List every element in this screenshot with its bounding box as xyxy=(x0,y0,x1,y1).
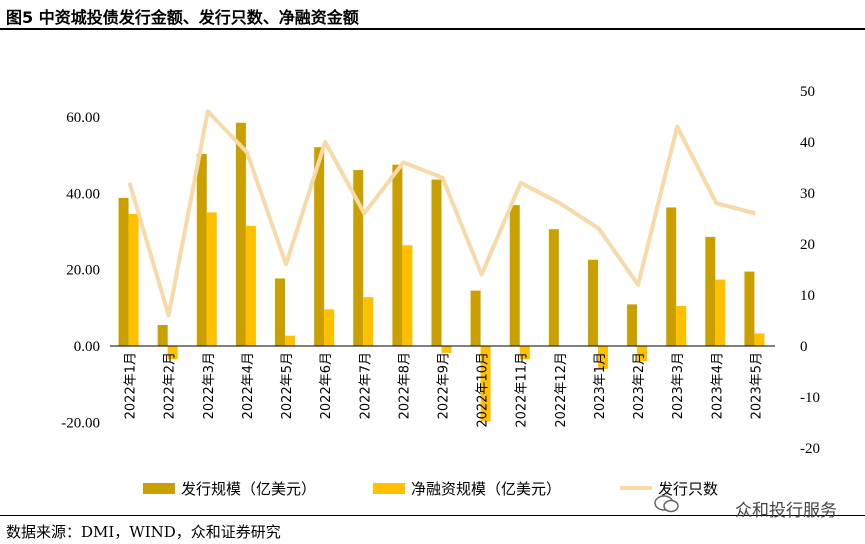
category-label: 2022年9月 xyxy=(437,352,452,419)
issuance-bar xyxy=(587,259,598,346)
right-tick-label: 30 xyxy=(800,186,815,202)
category-label: 2022年3月 xyxy=(202,352,217,419)
issuance-bar xyxy=(157,325,168,346)
category-label: 2022年1月 xyxy=(124,352,139,419)
issuance-bar xyxy=(744,271,755,346)
issuance-bar xyxy=(392,164,403,346)
issuance-bar xyxy=(314,147,325,346)
category-label: 2023年3月 xyxy=(671,352,686,419)
issuance-bar xyxy=(666,207,677,346)
net-financing-bar xyxy=(363,297,374,346)
issuance-bar xyxy=(118,197,129,346)
category-label: 2023年4月 xyxy=(710,352,725,419)
issuance-bar xyxy=(353,170,364,346)
legend-label: 发行规模（亿美元） xyxy=(181,480,316,498)
issuance-bar xyxy=(275,278,286,346)
category-label: 2022年11月 xyxy=(515,352,530,428)
legend: 发行规模（亿美元） 净融资规模（亿美元） 发行只数 xyxy=(143,480,718,498)
left-tick-label: 60.00 xyxy=(66,110,100,126)
category-label: 2022年2月 xyxy=(163,352,178,419)
category-label: 2022年6月 xyxy=(319,352,334,419)
right-tick-label: 20 xyxy=(800,237,815,253)
net-financing-bar xyxy=(480,346,491,422)
issuance-bar xyxy=(548,229,559,346)
issuance-bar xyxy=(470,290,481,346)
net-financing-bar xyxy=(245,225,256,346)
category-labels: 2022年1月 2022年2月 2022年3月 2022年4月 2022年5月 2022年… xyxy=(124,352,765,428)
right-tick-label: 0 xyxy=(800,339,808,355)
category-label: 2022年8月 xyxy=(397,352,412,419)
bars-group xyxy=(118,122,765,422)
category-label: 2022年5月 xyxy=(280,352,295,419)
net-financing-bar xyxy=(167,346,178,360)
category-label: 2022年10月 xyxy=(476,352,491,428)
category-label: 2023年2月 xyxy=(632,352,647,419)
net-financing-bar xyxy=(637,346,648,362)
issuance-bar xyxy=(235,122,246,346)
right-tick-label: 10 xyxy=(800,288,815,304)
line-series-group xyxy=(127,109,756,318)
net-financing-bar xyxy=(324,309,335,346)
left-tick-label: 0.00 xyxy=(74,339,100,355)
net-financing-bar xyxy=(597,346,608,369)
title-rule xyxy=(0,28,865,30)
issuance-bar xyxy=(431,179,442,346)
source-note: 数据来源：DMI，WIND，众和证券研究 xyxy=(6,523,281,541)
legend-swatch xyxy=(373,483,405,494)
net-financing-bar xyxy=(754,333,765,346)
category-label: 2022年4月 xyxy=(241,352,256,419)
category-label: 2023年1月 xyxy=(593,352,608,419)
legend-label: 发行只数 xyxy=(658,480,718,498)
issuance-bar xyxy=(627,304,638,346)
right-tick-label: 40 xyxy=(800,135,815,151)
source-rule xyxy=(0,515,865,516)
category-label: 2022年7月 xyxy=(358,352,373,419)
legend-label: 净融资规模（亿美元） xyxy=(411,480,561,498)
issuance-bar xyxy=(509,205,520,346)
chart-title: 图5 中资城投债发行金额、发行只数、净融资金额 xyxy=(6,8,359,27)
net-financing-bar xyxy=(402,245,413,346)
wechat-icon xyxy=(654,495,679,513)
left-tick-label: 20.00 xyxy=(66,263,100,279)
category-label: 2022年12月 xyxy=(554,352,569,428)
net-financing-bar xyxy=(441,346,452,353)
net-financing-bar xyxy=(206,212,217,346)
left-tick-label: 40.00 xyxy=(66,186,100,202)
net-financing-bar xyxy=(128,213,139,346)
right-tick-label: 50 xyxy=(800,84,815,100)
right-tick-label: -10 xyxy=(800,390,820,406)
net-financing-bar xyxy=(285,335,296,346)
issuance-bar xyxy=(196,154,207,346)
category-label: 2023年5月 xyxy=(749,352,764,419)
net-financing-bar xyxy=(519,346,530,360)
left-axis-ticks: -20.00 0.00 20.00 40.00 60.00 xyxy=(61,110,100,431)
net-financing-bar xyxy=(715,279,726,346)
issue-count-line xyxy=(127,109,756,318)
left-tick-label: -20.00 xyxy=(61,415,100,431)
right-tick-label: -20 xyxy=(800,441,820,457)
issuance-bar xyxy=(705,236,716,346)
watermark: 众和投行服务 xyxy=(735,501,837,521)
net-financing-bar xyxy=(676,305,687,346)
right-axis-ticks: -20 -10 0 10 20 30 40 50 xyxy=(800,84,820,457)
legend-swatch xyxy=(143,483,175,494)
